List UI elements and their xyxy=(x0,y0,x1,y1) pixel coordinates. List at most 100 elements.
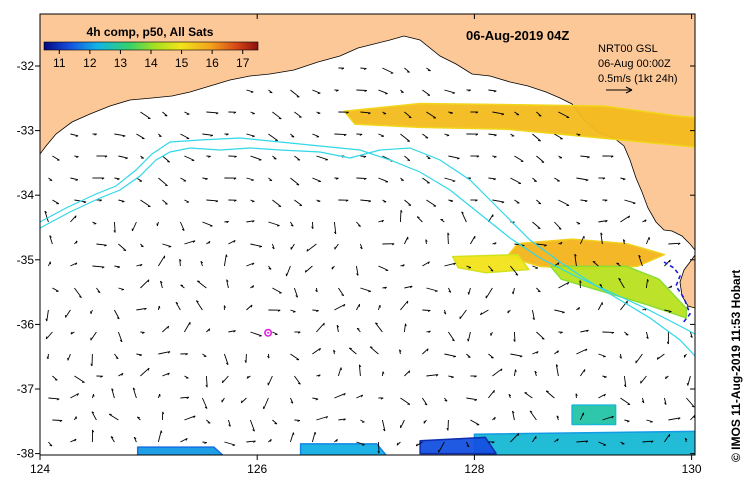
current-arrow xyxy=(271,243,275,250)
current-arrow xyxy=(184,111,190,115)
current-arrow xyxy=(399,349,402,355)
current-arrow xyxy=(444,133,450,137)
current-arrow xyxy=(113,221,116,233)
current-arrow xyxy=(600,232,603,245)
current-arrow xyxy=(556,415,560,421)
current-arrow xyxy=(470,199,478,202)
current-arrow xyxy=(466,133,479,136)
current-arrow xyxy=(532,177,537,182)
current-arrow xyxy=(485,287,493,299)
current-arrow xyxy=(378,219,384,223)
current-arrow xyxy=(356,303,360,311)
current-arrow xyxy=(96,199,103,202)
current-arrow xyxy=(117,331,123,343)
current-arrow xyxy=(52,155,60,161)
current-arrow xyxy=(228,111,237,114)
current-arrow xyxy=(378,177,389,183)
current-arrow xyxy=(466,89,471,92)
current-arrow xyxy=(448,287,452,293)
current-arrow xyxy=(333,349,336,355)
current-arrow xyxy=(179,258,182,267)
current-arrow xyxy=(356,89,368,93)
current-arrow xyxy=(180,353,188,356)
y-tick-label: -32 xyxy=(17,59,35,73)
current-arrow xyxy=(226,279,229,289)
current-arrow xyxy=(360,67,367,70)
current-arrow xyxy=(294,419,301,422)
current-arrow xyxy=(508,393,512,399)
current-arrow xyxy=(331,265,335,270)
current-arrow xyxy=(205,375,208,388)
current-arrow xyxy=(118,287,125,291)
current-arrow xyxy=(114,177,120,181)
current-arrow xyxy=(378,397,384,400)
current-arrow xyxy=(422,261,430,267)
current-arrow xyxy=(536,111,542,117)
current-arrow xyxy=(580,329,589,333)
current-arrow xyxy=(268,309,281,312)
current-arrow xyxy=(360,419,365,423)
current-arrow xyxy=(492,155,497,158)
current-arrow xyxy=(140,279,150,289)
current-arrow xyxy=(598,220,608,223)
current-arrow xyxy=(620,441,625,445)
current-arrow xyxy=(92,133,97,136)
sst-patch-shelf-band-west xyxy=(343,102,695,148)
current-arrow xyxy=(532,221,541,230)
current-arrow xyxy=(312,89,321,94)
x-tick-label: 124 xyxy=(30,462,50,476)
current-arrow xyxy=(545,390,555,399)
current-arrow xyxy=(206,199,219,203)
current-arrow xyxy=(399,209,403,223)
current-arrow xyxy=(488,265,494,272)
current-arrow xyxy=(240,397,247,404)
current-arrow xyxy=(381,419,386,432)
current-arrow xyxy=(377,304,381,311)
sst-patch-cool-patch-3 xyxy=(299,443,387,455)
current-arrow xyxy=(426,330,431,334)
current-arrow xyxy=(558,331,563,334)
current-arrow xyxy=(96,155,108,158)
current-arrow xyxy=(272,111,282,120)
current-arrow xyxy=(622,239,626,245)
colorbar-label: 4h comp, p50, All Sats xyxy=(87,25,214,39)
current-arrow xyxy=(444,397,448,402)
current-arrow xyxy=(598,353,606,358)
current-arrow xyxy=(91,411,97,421)
current-arrow xyxy=(664,259,671,267)
current-arrow xyxy=(228,199,237,202)
current-arrow xyxy=(162,199,168,205)
current-arrow xyxy=(334,243,339,250)
current-arrow xyxy=(250,155,262,161)
current-arrow xyxy=(272,419,278,425)
current-arrow xyxy=(536,199,542,205)
current-arrow xyxy=(576,221,581,225)
current-arrow xyxy=(598,177,606,180)
current-arrow xyxy=(382,286,387,290)
current-arrow xyxy=(312,309,319,313)
current-arrow xyxy=(250,243,263,248)
x-tick-label: 128 xyxy=(464,462,484,476)
current-arrow xyxy=(620,300,628,311)
current-arrow xyxy=(114,133,126,138)
current-arrow xyxy=(74,375,85,383)
current-arrow xyxy=(272,199,282,208)
current-arrow xyxy=(597,302,603,311)
colorbar-tick-label: 12 xyxy=(83,56,97,70)
current-arrow xyxy=(48,397,60,401)
current-arrow xyxy=(47,261,51,267)
current-arrow xyxy=(334,177,339,180)
current-arrow xyxy=(618,277,625,289)
current-arrow xyxy=(45,309,49,322)
current-arrow xyxy=(70,133,79,137)
current-arrow xyxy=(470,155,480,158)
current-arrow xyxy=(656,353,665,360)
current-arrow xyxy=(663,397,667,405)
current-arrow xyxy=(554,309,565,314)
current-arrow xyxy=(381,371,385,377)
current-arrow xyxy=(360,199,372,203)
current-arrow xyxy=(369,346,379,355)
current-arrow xyxy=(162,325,170,333)
current-arrow xyxy=(488,89,497,93)
